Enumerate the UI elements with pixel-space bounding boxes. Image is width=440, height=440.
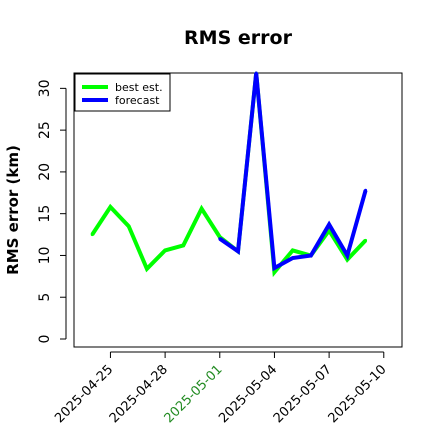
legend-label-best-est: best est. — [115, 81, 163, 94]
legend: best est. forecast — [74, 73, 171, 112]
data-point-best-est — [272, 270, 276, 274]
y-tick-label: 20 — [37, 163, 53, 181]
legend-box — [74, 73, 171, 112]
x-tick-label: 2025-05-10 — [326, 362, 390, 426]
data-point-forecast — [218, 237, 222, 241]
y-tick-label: 30 — [37, 79, 53, 97]
y-axis-label: RMS error (km) — [4, 145, 22, 275]
data-point-best-est — [90, 233, 94, 237]
y-tick-label: 0 — [37, 335, 53, 344]
data-point-best-est — [181, 243, 185, 247]
data-point-forecast — [345, 253, 349, 257]
data-point-best-est — [163, 248, 167, 252]
data-point-best-est — [291, 248, 295, 252]
data-point-best-est — [108, 205, 112, 209]
data-point-forecast — [272, 266, 276, 270]
y-tick-label: 15 — [37, 205, 53, 223]
y-tick-label: 10 — [37, 247, 53, 265]
data-point-best-est — [127, 224, 131, 228]
chart-title: RMS error — [184, 27, 293, 49]
data-point-forecast — [309, 253, 313, 257]
y-tick-label: 5 — [37, 293, 53, 302]
x-axis: 2025-04-252025-04-282025-05-012025-05-04… — [52, 351, 390, 426]
plot-frame — [73, 72, 403, 348]
data-point-best-est — [364, 238, 368, 242]
data-point-forecast — [291, 256, 295, 260]
data-point-forecast — [254, 71, 258, 75]
series-line-forecast — [218, 72, 368, 272]
data-point-forecast — [236, 249, 240, 253]
legend-label-forecast: forecast — [115, 94, 160, 107]
plot-area — [73, 71, 403, 348]
y-tick-label: 25 — [37, 121, 53, 139]
y-axis: 0 5 10 15 20 25 30 — [37, 79, 67, 344]
data-point-forecast — [327, 223, 331, 227]
data-point-best-est — [145, 267, 149, 271]
data-point-best-est — [200, 207, 204, 211]
data-point-forecast — [364, 188, 368, 192]
